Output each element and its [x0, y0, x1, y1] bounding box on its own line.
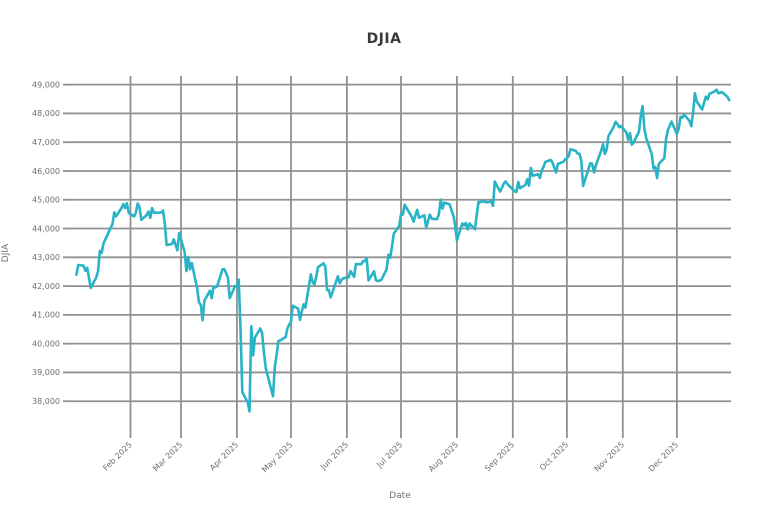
y-tick-label: 46,000: [32, 167, 60, 176]
x-tick-label: Dec 2025: [647, 440, 681, 474]
y-tick-label: 43,000: [32, 253, 60, 262]
x-tick-label: Nov 2025: [593, 440, 627, 474]
y-tick-label: 49,000: [32, 80, 60, 89]
x-tick-label: Jun 2025: [318, 440, 350, 472]
y-tick-label: 42,000: [32, 282, 60, 291]
x-tick-label: Feb 2025: [101, 440, 134, 473]
x-tick-label: Oct 2025: [538, 440, 570, 472]
x-tick-label: Mar 2025: [151, 440, 184, 473]
x-tick-label: May 2025: [260, 440, 294, 474]
y-tick-label: 48,000: [32, 109, 60, 118]
y-axis-label: DJIA: [1, 243, 11, 263]
x-tick-label: Sep 2025: [483, 440, 516, 473]
y-tick-label: 45,000: [32, 196, 60, 205]
y-tick-label: 41,000: [32, 311, 60, 320]
x-tick-label: Jul 2025: [374, 440, 404, 470]
y-tick-label: 39,000: [32, 368, 60, 377]
y-tick-label: 38,000: [32, 397, 60, 406]
y-tick-label: 47,000: [32, 138, 60, 147]
y-tick-label: 40,000: [32, 339, 60, 348]
y-tick-label: 44,000: [32, 224, 60, 233]
x-tick-label: Apr 2025: [208, 440, 240, 472]
x-tick-label: Aug 2025: [427, 440, 461, 474]
x-axis-label: Date: [389, 491, 411, 501]
djia-series-line: [75, 88, 731, 413]
chart-title: DJIA: [366, 31, 402, 47]
